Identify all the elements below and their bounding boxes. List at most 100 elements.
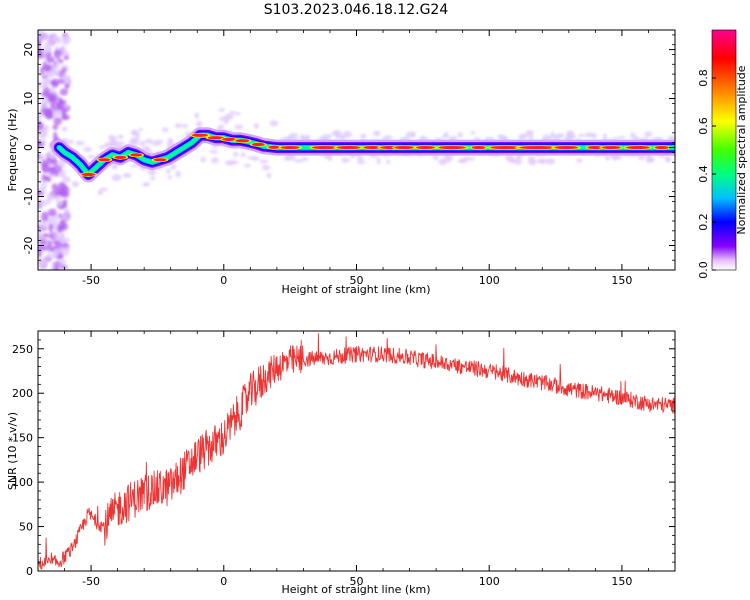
noise-blob bbox=[386, 159, 391, 165]
noise-blob bbox=[293, 159, 304, 163]
noise-blob bbox=[53, 264, 60, 270]
ridge-peak bbox=[363, 145, 382, 150]
noise-blob bbox=[109, 140, 119, 147]
colorbar-tick-label: 0.2 bbox=[697, 213, 710, 231]
noise-blob bbox=[62, 39, 70, 45]
noise-blob bbox=[62, 215, 70, 221]
noise-blob bbox=[61, 67, 67, 73]
noise-blob bbox=[50, 167, 57, 175]
x-tick-label: 50 bbox=[350, 274, 364, 287]
snr-frame bbox=[37, 330, 676, 572]
noise-blob bbox=[167, 175, 173, 179]
noise-blob bbox=[45, 240, 53, 248]
colorbar-ticks: 0.0 0.2 0.4 0.6 0.8 bbox=[697, 69, 716, 279]
noise-blob bbox=[138, 127, 143, 132]
noise-blob bbox=[39, 100, 48, 106]
y-tick-label: 10 bbox=[22, 92, 35, 106]
noise-blob bbox=[48, 95, 58, 104]
ridge-peak bbox=[280, 145, 300, 150]
ridge-peak bbox=[336, 145, 361, 150]
y-tick-label: 50 bbox=[19, 521, 33, 534]
noise-blob bbox=[234, 124, 244, 130]
noise-blob bbox=[38, 258, 47, 267]
x-tick-label: -50 bbox=[82, 575, 100, 588]
ridge-peak bbox=[625, 145, 650, 150]
noise-blob bbox=[576, 158, 583, 163]
noise-blob bbox=[144, 139, 154, 144]
noise-blob bbox=[40, 211, 49, 222]
noise-blob bbox=[458, 158, 468, 163]
noise-blob bbox=[48, 223, 54, 233]
noise-blob bbox=[234, 112, 241, 116]
noise-blob bbox=[122, 172, 132, 178]
noise-blob bbox=[644, 131, 653, 137]
noise-blob bbox=[665, 155, 670, 163]
ridge-peak bbox=[222, 137, 237, 141]
noise-blob bbox=[217, 124, 225, 130]
noise-blob bbox=[62, 175, 71, 183]
ridge-peak bbox=[191, 133, 208, 137]
x-tick-label: -50 bbox=[82, 274, 100, 287]
colorbar-gradient bbox=[711, 29, 737, 271]
noise-blob bbox=[444, 156, 453, 163]
y-tick-label: 20 bbox=[22, 43, 35, 57]
noise-blob bbox=[60, 246, 70, 257]
spectrogram-axes: -50 0 50 100 150 -20 -10 0 10 20 bbox=[22, 30, 676, 287]
noise-blob bbox=[59, 264, 68, 270]
noise-blob bbox=[52, 124, 59, 130]
noise-blob bbox=[360, 133, 366, 139]
ridge-peak bbox=[114, 155, 127, 159]
noise-blob bbox=[289, 132, 299, 139]
y-tick-label: 200 bbox=[12, 387, 33, 400]
noise-blob bbox=[39, 154, 44, 162]
noise-blob bbox=[50, 103, 56, 109]
noise-blob bbox=[54, 231, 59, 242]
noise-blob bbox=[45, 56, 55, 63]
noise-blob bbox=[266, 172, 272, 179]
noise-blob bbox=[38, 244, 46, 252]
noise-blob bbox=[42, 233, 50, 238]
noise-blob bbox=[53, 117, 62, 126]
noise-blob bbox=[99, 187, 108, 192]
noise-blob bbox=[342, 130, 353, 138]
ridge-peak bbox=[438, 145, 467, 150]
ridge-peak bbox=[268, 145, 281, 149]
noise-blob bbox=[87, 155, 97, 159]
noise-blob bbox=[166, 168, 171, 175]
noise-blob bbox=[542, 134, 552, 141]
y-tick-label: 0 bbox=[22, 144, 35, 151]
noise-blob bbox=[59, 173, 65, 178]
noise-blob bbox=[40, 182, 47, 191]
noise-blob bbox=[497, 134, 505, 140]
noise-blob bbox=[60, 115, 69, 121]
noise-blob bbox=[38, 120, 44, 131]
noise-blob bbox=[97, 190, 103, 196]
noise-blob bbox=[131, 130, 140, 136]
colorbar-tick-label: 0.0 bbox=[697, 261, 710, 279]
noise-blob bbox=[83, 146, 92, 152]
noise-blob bbox=[53, 249, 59, 259]
snr-series-line bbox=[38, 333, 675, 570]
noise-blob bbox=[54, 240, 62, 249]
ridge-peak bbox=[153, 158, 167, 162]
noise-blob bbox=[153, 139, 164, 144]
noise-blob bbox=[38, 250, 43, 258]
snr-y-axis-label: SNR (10 * v/v) bbox=[6, 412, 19, 490]
noise-blob bbox=[141, 182, 150, 187]
y-tick-label: 250 bbox=[12, 343, 33, 356]
noise-blob bbox=[61, 126, 68, 132]
ridge-peak bbox=[518, 145, 555, 150]
noise-blob bbox=[200, 156, 206, 163]
spectrogram-x-axis-label: Height of straight line (km) bbox=[281, 283, 430, 296]
noise-blob bbox=[161, 127, 169, 133]
noise-blob bbox=[64, 84, 70, 90]
spectrogram-panel: -50 0 50 100 150 -20 -10 0 10 20 Height of straig… bbox=[6, 29, 676, 296]
snr-panel: -50 0 50 100 150 0 50 100 150 200 250 Height of st… bbox=[6, 330, 676, 596]
noise-blob bbox=[612, 155, 623, 160]
noise-blob bbox=[139, 140, 146, 146]
noise-blob bbox=[47, 208, 57, 217]
noise-blob bbox=[53, 49, 62, 60]
noise-blob bbox=[301, 157, 309, 162]
ridge-peak bbox=[587, 145, 604, 150]
